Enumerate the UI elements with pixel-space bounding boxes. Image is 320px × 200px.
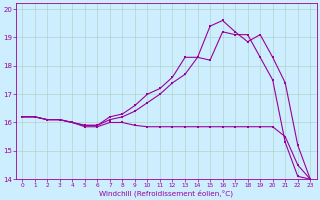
X-axis label: Windchill (Refroidissement éolien,°C): Windchill (Refroidissement éolien,°C) [99,189,233,197]
